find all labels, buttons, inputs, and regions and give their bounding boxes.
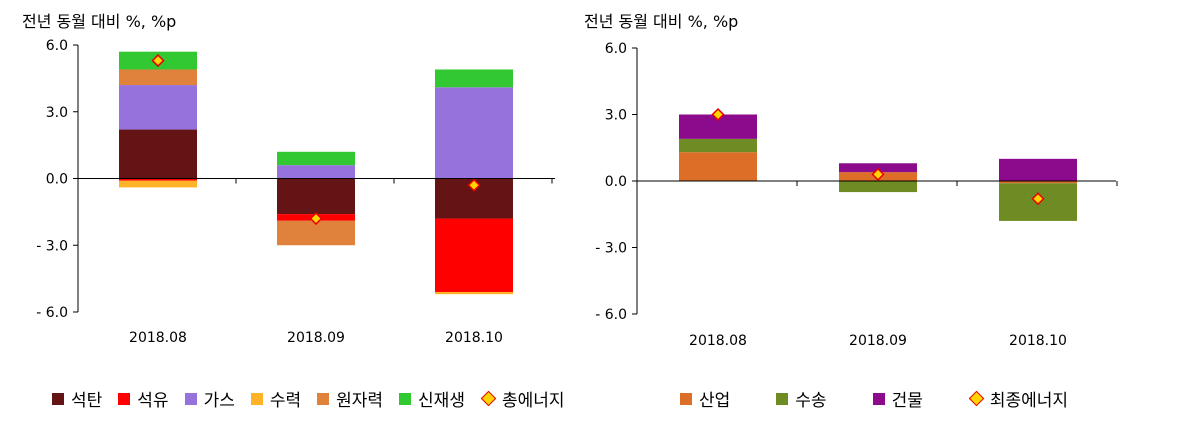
- bar-segment: [435, 218, 513, 292]
- legend-label: 신재생: [418, 391, 465, 411]
- right-legend: 산업 수송 건물 최종에너지: [680, 386, 1114, 411]
- left-legend: 석탄 석유 가스 수력 원자력 신재생 총에너지: [52, 386, 581, 411]
- legend-item: 가스: [184, 386, 235, 411]
- bar-segment: [119, 180, 197, 188]
- legend-label: 원자력: [336, 391, 384, 411]
- legend-item: 석유: [118, 386, 169, 411]
- legend-swatch: [872, 392, 885, 405]
- bar-segment: [999, 158, 1077, 181]
- legend-swatch: [184, 392, 197, 405]
- legend-label: 총에너지: [501, 391, 565, 411]
- legend-item: 건물: [872, 386, 923, 411]
- total-marker: [151, 54, 165, 68]
- legend-item-total: 총에너지: [480, 386, 565, 411]
- legend-label: 건물: [891, 391, 923, 411]
- x-category-label: 2018.09: [849, 333, 907, 349]
- legend-label: 최종에너지: [989, 391, 1069, 411]
- bar-segment: [999, 181, 1077, 184]
- legend-item: 수력: [250, 386, 302, 411]
- bar-segment: [119, 85, 197, 130]
- bar-segment: [435, 87, 513, 179]
- legend-label: 산업: [699, 391, 731, 411]
- total-marker: [309, 211, 323, 226]
- y-tick-label: 0.0: [46, 172, 68, 188]
- legend-item-total: 최종에너지: [968, 386, 1069, 411]
- x-category-label: 2018.09: [287, 330, 345, 346]
- right-chart-panel: 전년 동월 대비 %, %p 6.0 3.0 0.0 - 3.0 - 6.0 2018.0…: [580, 0, 1200, 426]
- y-tick-label: - 3.0: [595, 241, 627, 257]
- legend-label: 가스: [203, 391, 235, 411]
- legend-label: 수력: [269, 391, 302, 411]
- x-category-label: 2018.08: [129, 330, 187, 346]
- bar-segment: [435, 291, 513, 295]
- y-tick-label: 6.0: [46, 38, 68, 54]
- bar-segment: [277, 151, 355, 166]
- legend-swatch: [250, 392, 263, 405]
- total-marker: [711, 107, 725, 122]
- legend-swatch: [118, 392, 131, 405]
- left-chart: 6.0 3.0 0.0 - 3.0 - 6.0 2018.08 2018.09 2018.10: [36, 38, 555, 346]
- bar-segment: [119, 178, 197, 181]
- bar-segment: [839, 163, 917, 173]
- y-tick-label: - 3.0: [36, 238, 68, 254]
- bar-segment: [679, 138, 757, 153]
- unit-label: 전년 동월 대비 %, %p: [22, 12, 177, 31]
- left-chart-panel: 전년 동월 대비 %, %p 6.0 3.0 0.0 - 3.0 - 6.0 2018.0…: [0, 0, 580, 426]
- bar-segment: [119, 69, 197, 86]
- y-tick-label: 3.0: [605, 108, 627, 124]
- legend-swatch: [317, 392, 330, 405]
- right-chart: 6.0 3.0 0.0 - 3.0 - 6.0 2018.08 2018.09 2018.10: [595, 41, 1118, 349]
- bar-segment: [119, 129, 197, 179]
- x-category-label: 2018.10: [1009, 333, 1067, 349]
- legend-label: 수송: [795, 391, 827, 411]
- legend-swatch: [399, 392, 412, 405]
- y-tick-label: 6.0: [605, 41, 627, 57]
- bar-segment: [679, 152, 757, 181]
- total-marker: [467, 178, 481, 192]
- y-tick-label: 3.0: [46, 105, 68, 121]
- bar-segment: [435, 69, 513, 88]
- legend-swatch: [776, 392, 789, 405]
- y-tick-label: - 6.0: [595, 307, 627, 323]
- legend-swatch: [52, 392, 64, 405]
- legend-item: 수송: [776, 386, 827, 411]
- bar-segment: [839, 181, 917, 193]
- legend-label: 석유: [137, 391, 169, 411]
- legend-label: 석탄: [71, 391, 103, 411]
- diamond-marker-icon: [968, 390, 985, 407]
- bar-segment: [277, 178, 355, 215]
- legend-item: 석탄: [52, 386, 102, 411]
- x-category-label: 2018.10: [445, 330, 503, 346]
- legend-item: 원자력: [317, 386, 383, 411]
- total-marker: [871, 167, 885, 181]
- total-marker: [1031, 192, 1045, 206]
- legend-item: 산업: [680, 386, 730, 411]
- y-tick-label: 0.0: [605, 174, 627, 190]
- x-category-label: 2018.08: [689, 333, 747, 349]
- y-tick-label: - 6.0: [36, 305, 68, 321]
- diamond-marker-icon: [480, 390, 497, 407]
- legend-item: 신재생: [399, 386, 465, 411]
- unit-label: 전년 동월 대비 %, %p: [584, 12, 739, 31]
- legend-swatch: [680, 392, 692, 405]
- bar-segment: [277, 165, 355, 179]
